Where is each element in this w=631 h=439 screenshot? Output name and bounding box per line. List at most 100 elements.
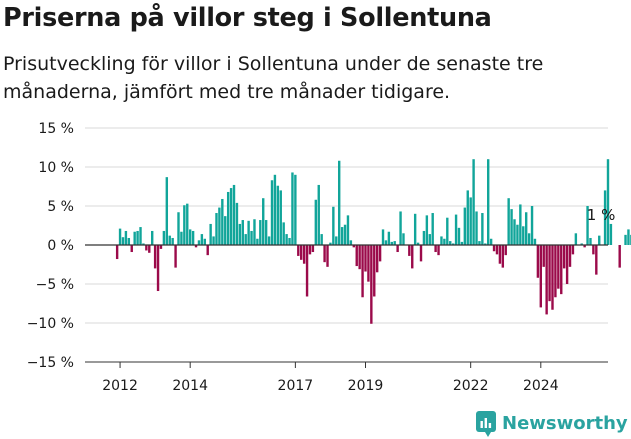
bar (606, 159, 610, 245)
bar (285, 234, 288, 245)
bar (294, 174, 297, 245)
bar (229, 188, 233, 245)
y-tick-label: 0 % (47, 238, 74, 254)
bar (519, 204, 522, 245)
bar (580, 243, 583, 245)
bar (568, 245, 572, 267)
bar (554, 245, 557, 298)
bar (262, 198, 265, 245)
bar (317, 184, 320, 245)
bar (197, 240, 201, 245)
bar (449, 241, 452, 245)
bar (238, 223, 242, 245)
bar (524, 212, 528, 245)
bar (589, 237, 592, 245)
bar (595, 245, 598, 275)
bar (603, 190, 607, 245)
bar (206, 245, 209, 256)
bar (627, 229, 630, 245)
bar (539, 245, 542, 308)
bar (338, 160, 341, 245)
bar (463, 207, 467, 245)
bar (516, 224, 519, 245)
bar (390, 241, 393, 245)
bar (302, 245, 306, 264)
bar (314, 199, 318, 245)
bar (183, 205, 186, 245)
bar (264, 220, 268, 245)
chart-subtitle: Prisutveckling för villor i Sollentuna u… (3, 53, 544, 103)
bar (440, 236, 443, 245)
bars (115, 159, 631, 324)
bar (177, 212, 180, 245)
bar (174, 245, 177, 268)
bar (507, 198, 510, 245)
bar (378, 245, 382, 262)
bar (267, 236, 271, 245)
bar (145, 245, 148, 251)
bar (332, 206, 335, 245)
bar (618, 245, 621, 268)
bar (282, 222, 285, 245)
bar (562, 245, 566, 269)
bar (574, 233, 578, 245)
bar (180, 231, 183, 245)
bar (218, 207, 221, 245)
bar (159, 245, 163, 249)
bar (270, 180, 274, 245)
bar (364, 245, 367, 272)
bar (533, 238, 537, 245)
bar (118, 228, 122, 245)
bar (288, 237, 291, 245)
bar (592, 245, 595, 255)
bar (212, 236, 215, 245)
bar (171, 237, 174, 245)
bar (186, 203, 189, 245)
bar (557, 245, 560, 289)
bar (194, 245, 198, 248)
bar (457, 227, 461, 245)
bar (446, 217, 449, 245)
bar (253, 219, 256, 245)
y-tick-label: 10 % (38, 160, 74, 176)
x-tick-label: 2019 (348, 378, 384, 394)
bar (133, 231, 136, 245)
bar (221, 198, 224, 245)
bar (209, 223, 212, 245)
bar (349, 240, 353, 245)
bar (501, 245, 505, 268)
bar (311, 245, 315, 253)
bar (203, 238, 206, 245)
bar (323, 245, 326, 263)
bar (416, 242, 420, 245)
y-tick-label: −10 % (27, 316, 74, 332)
bar (115, 245, 119, 260)
bar (367, 245, 370, 282)
bar (434, 245, 437, 253)
bar (551, 245, 554, 310)
bar (373, 245, 376, 297)
bar (419, 245, 423, 262)
bar (408, 245, 411, 256)
x-tick-label: 2017 (278, 378, 314, 394)
bar (598, 235, 601, 245)
bar (352, 245, 356, 248)
bar (224, 216, 227, 245)
y-tick-label: −15 % (27, 355, 74, 371)
bar (215, 213, 218, 245)
bar (548, 245, 551, 302)
bar (413, 213, 417, 245)
bar (121, 237, 125, 245)
bar (300, 245, 303, 260)
bar (151, 230, 154, 245)
bar (466, 190, 469, 245)
bar (329, 242, 332, 245)
bar (191, 230, 195, 245)
bar (522, 226, 525, 245)
bar (609, 223, 613, 245)
bar (226, 191, 230, 245)
bar (130, 245, 133, 253)
bar (346, 215, 350, 245)
bar (393, 241, 396, 245)
bar (241, 220, 244, 245)
